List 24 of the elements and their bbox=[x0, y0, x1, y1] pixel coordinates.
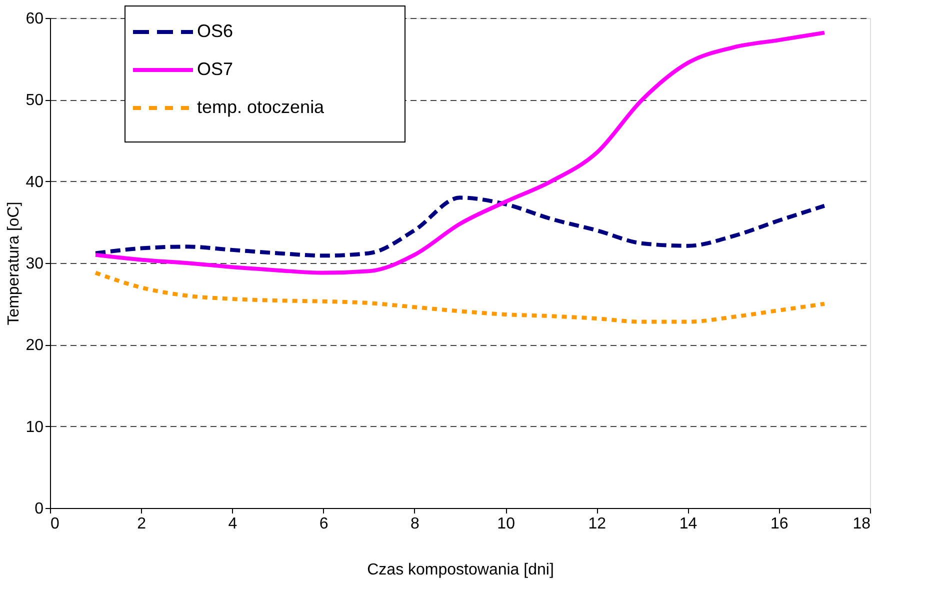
x-tick-label: 0 bbox=[50, 516, 60, 532]
legend-label: OS7 bbox=[197, 59, 234, 79]
x-tick-label: 4 bbox=[228, 516, 238, 532]
x-tick-label: 10 bbox=[497, 516, 516, 532]
line-series bbox=[94, 196, 826, 258]
y-axis-title: Temperatura [oC] bbox=[6, 202, 23, 326]
legend-label: OS6 bbox=[197, 21, 234, 41]
y-tick-label: 0 bbox=[34, 500, 44, 518]
y-tick-label: 10 bbox=[26, 418, 44, 436]
x-tick-label: 12 bbox=[588, 516, 606, 532]
y-tick-label: 30 bbox=[26, 256, 44, 272]
x-axis-title: Czas kompostowania [dni] bbox=[367, 562, 554, 578]
x-tick-label: 16 bbox=[770, 516, 788, 532]
x-tick-label: 8 bbox=[410, 516, 420, 532]
x-tick-label: 6 bbox=[319, 516, 328, 532]
y-tick-label: 50 bbox=[26, 92, 44, 110]
x-tick-label: 18 bbox=[852, 516, 871, 532]
legend-label: temp. otoczenia bbox=[197, 97, 326, 117]
x-tick-label: 14 bbox=[679, 516, 698, 532]
y-tick-label: 40 bbox=[26, 174, 44, 191]
y-tick-label: 20 bbox=[26, 337, 44, 354]
line-series bbox=[94, 270, 826, 324]
y-tick-label: 60 bbox=[26, 10, 44, 28]
x-tick-label: 2 bbox=[137, 516, 146, 532]
